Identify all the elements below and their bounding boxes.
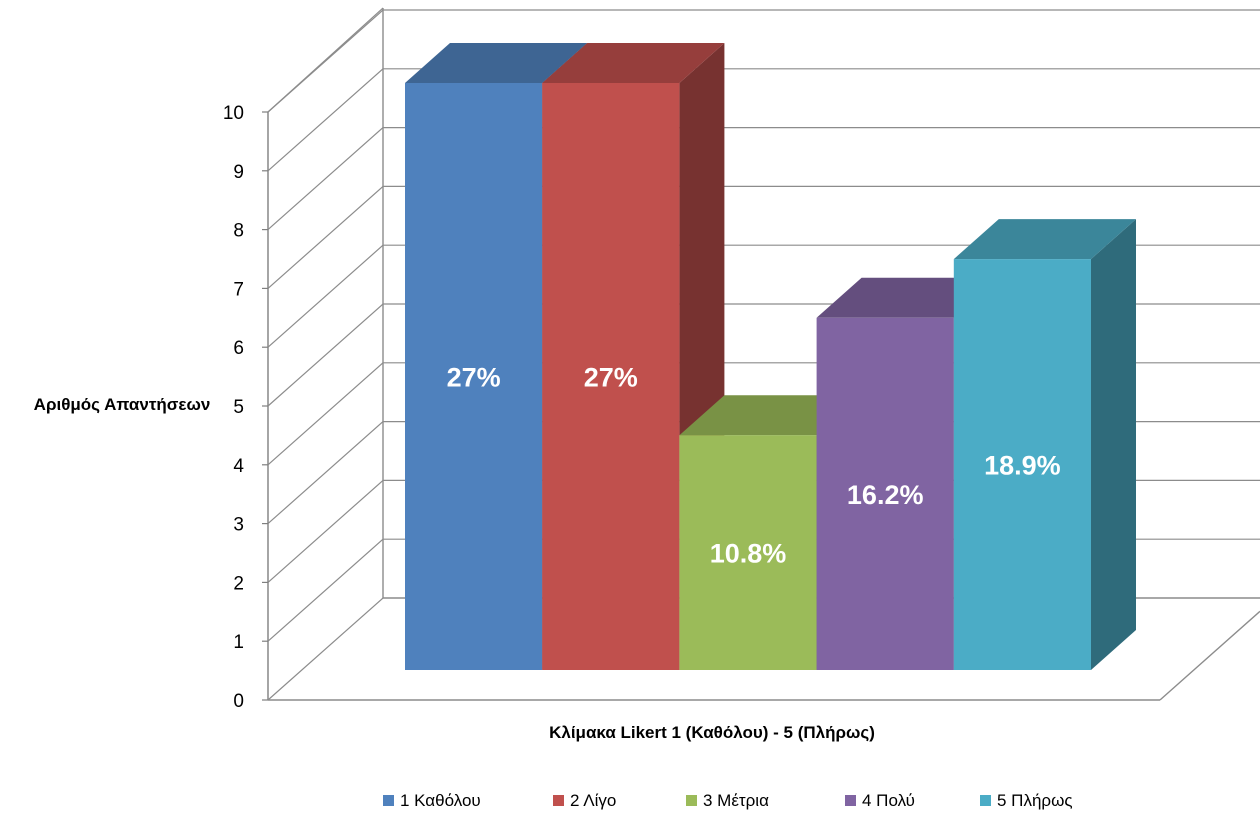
bar-front-face	[542, 83, 680, 670]
y-tick-label: 3	[233, 515, 244, 536]
floor-side-edge	[1159, 610, 1260, 701]
legend-item: 3 Μέτρια	[686, 791, 769, 810]
legend-swatch	[553, 795, 564, 806]
legend-swatch	[383, 795, 394, 806]
y-tick-label: 6	[233, 338, 244, 359]
bar-top-face	[405, 43, 588, 83]
gridline-side	[267, 362, 384, 466]
bars	[405, 43, 1136, 670]
y-tick-label: 9	[233, 162, 244, 183]
gridline-side	[267, 597, 384, 701]
gridline-side	[267, 68, 384, 172]
data-label: 27%	[447, 363, 501, 393]
bar-front-face	[679, 435, 817, 670]
bar-labels: 27% 27% 10.8% 16.2% 18.9%	[447, 363, 1061, 569]
legend-label: 4 Πολύ	[862, 791, 915, 810]
bar-front-face	[405, 83, 543, 670]
y-tick-label: 0	[233, 691, 244, 712]
y-tick-label: 8	[233, 221, 244, 242]
gridline-side	[267, 538, 384, 642]
data-label: 18.9%	[984, 451, 1061, 481]
gridline-side	[267, 421, 384, 525]
gridline-side	[267, 244, 384, 348]
gridline-side	[267, 185, 384, 289]
bar-front-face	[816, 317, 954, 670]
y-axis-ticks: 0 1 2 3 4 5 6 7 8 9 10	[223, 103, 268, 712]
bar-side-face	[1091, 219, 1136, 670]
y-tick-label: 5	[233, 397, 244, 418]
wall-top-edge	[267, 7, 384, 113]
data-label: 16.2%	[847, 480, 924, 510]
y-tick-label: 10	[223, 103, 244, 124]
legend-swatch	[845, 795, 856, 806]
bar-top-face	[953, 219, 1136, 260]
gridline-side	[267, 303, 384, 407]
bar-top-face	[679, 395, 862, 436]
y-axis-title: Αριθμός Απαντήσεων	[34, 395, 211, 414]
legend-item: 1 Καθόλου	[383, 791, 481, 810]
legend-label: 3 Μέτρια	[703, 791, 769, 810]
bar-front-face	[953, 259, 1091, 670]
bar	[953, 219, 1136, 670]
legend-label: 2 Λίγο	[570, 791, 616, 810]
gridline-side	[267, 479, 384, 583]
data-label: 10.8%	[710, 539, 787, 569]
y-tick-label: 1	[233, 632, 244, 653]
x-axis-title: Κλίμακα Likert 1 (Καθόλου) - 5 (Πλήρως)	[549, 723, 875, 742]
legend-item: 2 Λίγο	[553, 791, 616, 810]
legend-item: 4 Πολύ	[845, 791, 915, 810]
y-tick-label: 2	[233, 573, 244, 594]
bar-top-face	[542, 43, 725, 83]
bar-top-face	[816, 277, 999, 318]
legend-label: 1 Καθόλου	[400, 791, 481, 810]
y-tick-label: 4	[233, 456, 244, 477]
gridline-side	[267, 127, 384, 231]
legend-swatch	[980, 795, 991, 806]
data-label: 27%	[584, 363, 638, 393]
legend-item: 5 Πλήρως	[980, 791, 1073, 810]
y-tick-label: 7	[233, 279, 244, 300]
legend-label: 5 Πλήρως	[997, 791, 1073, 810]
legend-swatch	[686, 795, 697, 806]
legend: 1 Καθόλου 2 Λίγο 3 Μέτρια 4 Πολύ 5 Πλήρως	[383, 791, 1073, 810]
